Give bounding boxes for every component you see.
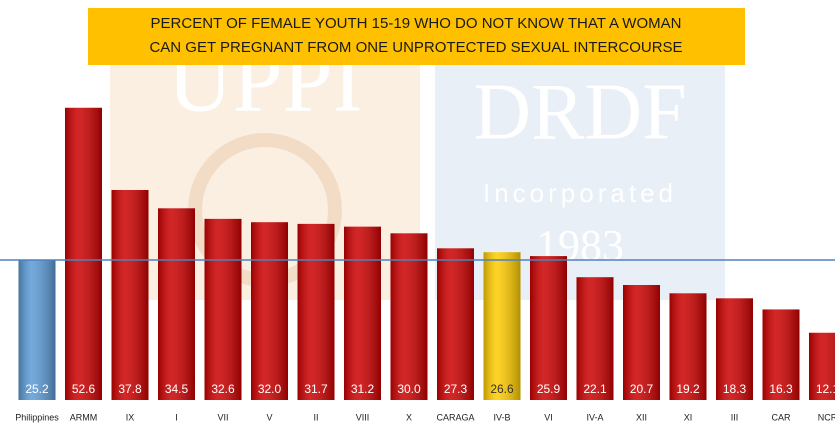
x-tick-label: IV-B [493,412,510,422]
bar-shade [251,222,288,400]
bar-shade [158,208,195,400]
x-tick-label: III [731,412,739,422]
x-tick-label: XI [684,412,693,422]
bar-shade [623,285,660,400]
x-tick-label: X [406,412,412,422]
bar-shade [111,190,149,400]
bar-shade [483,252,521,400]
data-label: 31.7 [304,382,328,396]
x-tick-label: II [313,412,318,422]
data-label: 25.2 [25,382,49,396]
data-label: 30.0 [397,382,421,396]
bar-shade [716,298,753,400]
x-tick-label: CAR [771,412,791,422]
data-label: 32.6 [211,382,235,396]
data-label: 25.9 [537,382,561,396]
data-label: 16.3 [769,382,793,396]
bar-shade [762,309,800,400]
data-label: 20.7 [630,382,654,396]
x-tick-label: NCR [818,412,835,422]
data-label: 31.2 [351,382,375,396]
x-tick-label: I [175,412,178,422]
data-label: 18.3 [723,382,747,396]
data-label: 34.5 [165,382,189,396]
bar-shade [437,248,474,400]
logo-text: Incorporated [483,178,677,208]
x-tick-label: ARMM [70,412,98,422]
bar-shade [530,256,567,400]
x-tick-label: Philippines [15,412,59,422]
bar-shade [65,107,102,401]
data-label: 37.8 [118,382,142,396]
x-tick-label: VI [544,412,553,422]
data-label: 19.2 [676,382,700,396]
x-tick-label: CARAGA [436,412,474,422]
bar-shade [297,223,335,400]
chart-title: PERCENT OF FEMALE YOUTH 15-19 WHO DO NOT… [151,15,682,32]
data-label: 27.3 [444,382,468,396]
x-tick-label: V [266,412,272,422]
title-box [88,8,745,65]
bar-shade [204,218,242,400]
x-tick-label: XII [636,412,647,422]
x-tick-label: VIII [356,412,370,422]
data-label: 26.6 [490,382,514,396]
x-tick-label: VII [217,412,228,422]
bar-shade [18,260,56,400]
data-label: 22.1 [583,382,607,396]
bar-shade [576,277,614,400]
x-tick-label: IV-A [586,412,603,422]
data-label: 52.6 [72,382,96,396]
bar-shade [669,293,707,400]
bar-shade [344,226,381,400]
bar-shade [390,233,428,400]
logo-right [435,20,725,300]
x-tick-label: IX [126,412,135,422]
bar-shade [809,332,835,400]
chart-title: CAN GET PREGNANT FROM ONE UNPROTECTED SE… [149,39,682,56]
data-label: 12.1 [816,382,835,396]
data-label: 32.0 [258,382,282,396]
logo-text: DRDF [473,68,686,156]
